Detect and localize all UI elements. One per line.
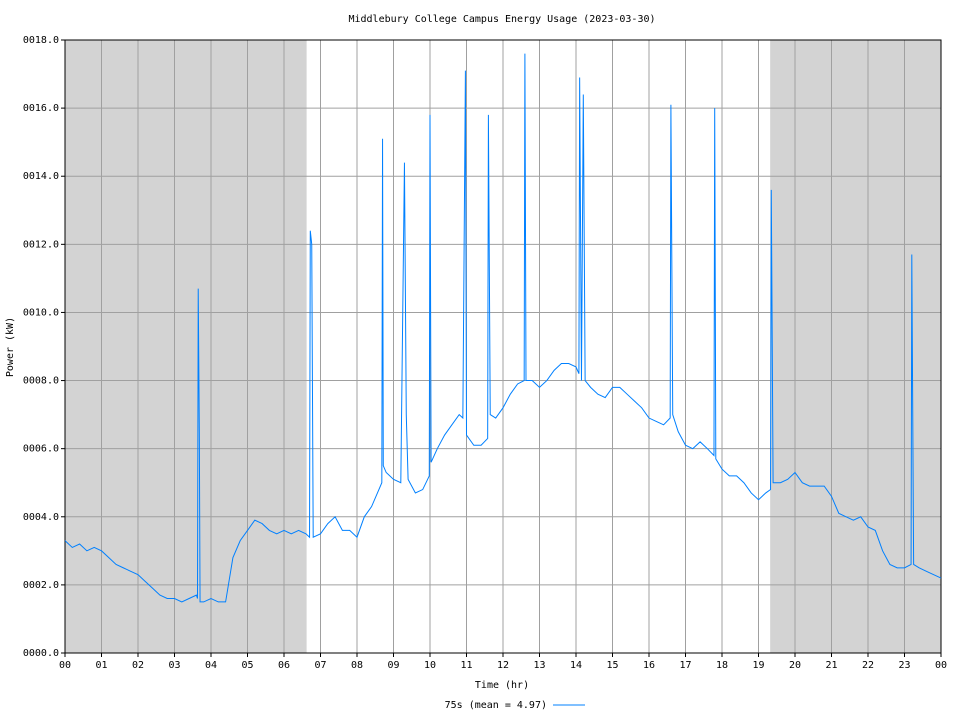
x-tick-label: 07 bbox=[314, 660, 326, 671]
y-tick-label: 0000.0 bbox=[23, 648, 59, 659]
x-tick-label: 01 bbox=[95, 660, 107, 671]
x-tick-label: 13 bbox=[533, 660, 545, 671]
x-tick-label: 16 bbox=[643, 660, 655, 671]
chart-title: Middlebury College Campus Energy Usage (… bbox=[348, 14, 655, 25]
series-line bbox=[64, 53, 942, 603]
x-tick-label: 17 bbox=[679, 660, 691, 671]
x-tick-label: 11 bbox=[460, 660, 472, 671]
y-axis-label: Power (kW) bbox=[5, 317, 16, 377]
x-tick-label: 10 bbox=[424, 660, 436, 671]
x-tick-label: 21 bbox=[825, 660, 837, 671]
y-tick-label: 0014.0 bbox=[23, 171, 59, 182]
night-shade bbox=[770, 40, 941, 653]
legend-label: 75s (mean = 4.97) bbox=[445, 700, 547, 711]
x-tick-label: 05 bbox=[241, 660, 253, 671]
x-tick-label: 15 bbox=[606, 660, 618, 671]
y-tick-label: 0002.0 bbox=[23, 580, 59, 591]
x-tick-label: 00 bbox=[935, 660, 947, 671]
x-tick-label: 23 bbox=[898, 660, 910, 671]
night-shade bbox=[65, 40, 307, 653]
x-tick-label: 02 bbox=[132, 660, 144, 671]
x-tick-label: 00 bbox=[59, 660, 71, 671]
y-tick-label: 0016.0 bbox=[23, 103, 59, 114]
plot-frame bbox=[64, 39, 942, 654]
y-tick-label: 0008.0 bbox=[23, 376, 59, 387]
y-tick-label: 0010.0 bbox=[23, 307, 59, 318]
x-tick-label: 03 bbox=[168, 660, 180, 671]
x-axis-label: Time (hr) bbox=[475, 680, 529, 691]
x-tick-label: 09 bbox=[387, 660, 399, 671]
x-tick-label: 14 bbox=[570, 660, 582, 671]
x-tick-label: 12 bbox=[497, 660, 509, 671]
x-tick-label: 18 bbox=[716, 660, 728, 671]
x-tick-label: 04 bbox=[205, 660, 217, 671]
y-tick-label: 0004.0 bbox=[23, 512, 59, 523]
x-tick-label: 06 bbox=[278, 660, 290, 671]
y-tick-label: 0018.0 bbox=[23, 35, 59, 46]
x-tick-label: 19 bbox=[752, 660, 764, 671]
x-tick-label: 22 bbox=[862, 660, 874, 671]
y-tick-label: 0012.0 bbox=[23, 239, 59, 250]
x-tick-label: 08 bbox=[351, 660, 363, 671]
y-tick-label: 0006.0 bbox=[23, 444, 59, 455]
x-tick-label: 20 bbox=[789, 660, 801, 671]
